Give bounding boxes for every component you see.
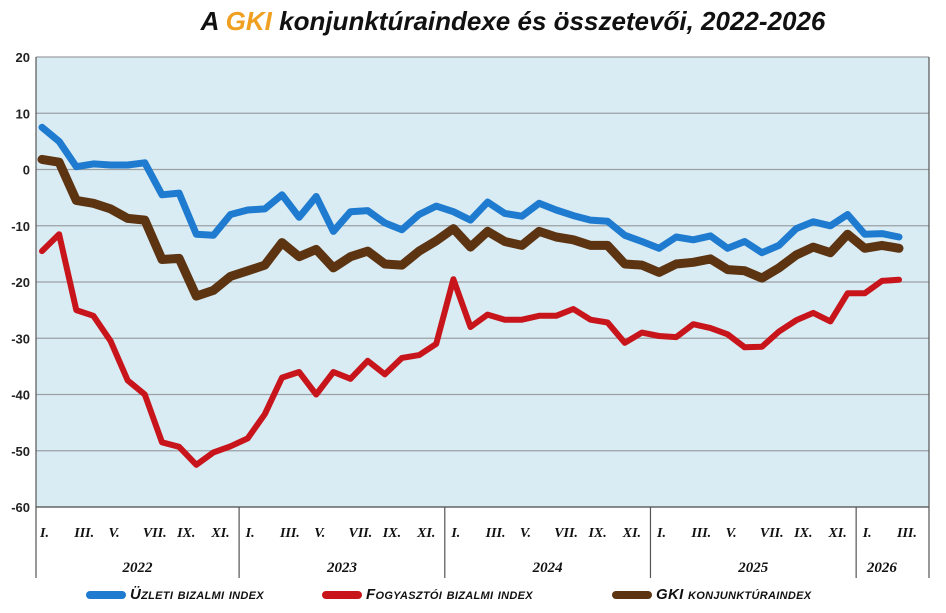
y-tick-label: 20: [16, 50, 30, 65]
legend-label-gki: GKI konjunktúraindex: [656, 586, 812, 603]
series-lines: [37, 123, 904, 468]
x-tick-label: I.: [862, 526, 872, 541]
legend-swatch-consumer: [322, 590, 362, 599]
x-tick-label: IX.: [176, 526, 195, 541]
x-tick-label: V.: [109, 526, 120, 541]
legend-swatch-business: [86, 590, 126, 599]
x-tick-label: IX.: [793, 526, 812, 541]
x-tick-label: V.: [314, 526, 325, 541]
y-tick-label: -20: [11, 275, 30, 290]
x-tick-label: I.: [656, 526, 666, 541]
x-year-label: 2023: [326, 560, 358, 576]
y-tick-label: -30: [11, 331, 30, 346]
x-tick-label: VII.: [760, 526, 784, 541]
x-tick-label: XI.: [622, 526, 641, 541]
legend-label-business: Üzleti bizalmi index: [130, 586, 264, 603]
y-tick-label: -40: [11, 388, 30, 403]
x-year-label: 2025: [737, 560, 769, 576]
x-tick-label: VII.: [554, 526, 578, 541]
title-rest: konjunktúraindexe és összetevői, 2022-20…: [271, 6, 826, 36]
x-tick-label: I.: [39, 526, 49, 541]
x-axis: 2022 2023 2024 2025 2026 I. III. V. VII. IX. XI. I.…: [35, 57, 930, 578]
x-tick-label: III.: [896, 526, 917, 541]
y-tick-label: -60: [11, 500, 30, 515]
x-year-label: 2026: [866, 560, 898, 576]
x-tick-label: III.: [485, 526, 506, 541]
legend: Üzleti bizalmi index Fogyasztói bizalmi …: [0, 586, 946, 612]
legend-label-consumer: Fogyasztói bizalmi index: [366, 586, 533, 603]
x-tick-label: V.: [726, 526, 737, 541]
x-tick-label: I.: [450, 526, 460, 541]
x-tick-label: XI.: [827, 526, 846, 541]
legend-item-business: Üzleti bizalmi index: [86, 586, 264, 603]
series-line-consumer: [39, 231, 902, 468]
x-year-label: 2024: [532, 560, 564, 576]
y-tick-label: -10: [11, 219, 30, 234]
x-tick-label: I.: [245, 526, 255, 541]
y-axis: 20 10 0 -10 -20 -30 -40 -50 -60: [11, 50, 30, 515]
x-tick-label: IX.: [587, 526, 606, 541]
gridlines: [36, 56, 929, 508]
legend-swatch-gki: [612, 590, 652, 599]
x-tick-label: III.: [279, 526, 300, 541]
x-tick-label: III.: [73, 526, 94, 541]
legend-item-gki: GKI konjunktúraindex: [612, 586, 811, 603]
x-tick-label: VII.: [143, 526, 167, 541]
x-year-label: 2022: [122, 560, 154, 576]
title-highlight: GKI: [225, 6, 272, 36]
y-tick-label: 10: [16, 106, 30, 121]
y-tick-label: -50: [11, 444, 30, 459]
legend-item-consumer: Fogyasztói bizalmi index: [322, 586, 533, 603]
x-tick-label: IX.: [382, 526, 401, 541]
x-tick-label: XI.: [210, 526, 229, 541]
title-prefix: A: [200, 6, 226, 36]
x-tick-label: VII.: [349, 526, 373, 541]
series-line-business: [38, 123, 903, 257]
chart-svg: 20 10 0 -10 -20 -30 -40 -50 -60 2022 2023 2024 2025…: [11, 50, 930, 578]
x-tick-label: III.: [690, 526, 711, 541]
x-tick-label: V.: [520, 526, 531, 541]
y-tick-label: 0: [23, 163, 30, 178]
series-line-gki: [37, 154, 904, 301]
chart-title: A GKI konjunktúraindexe és összetevői, 2…: [0, 6, 946, 37]
x-tick-label: XI.: [416, 526, 435, 541]
